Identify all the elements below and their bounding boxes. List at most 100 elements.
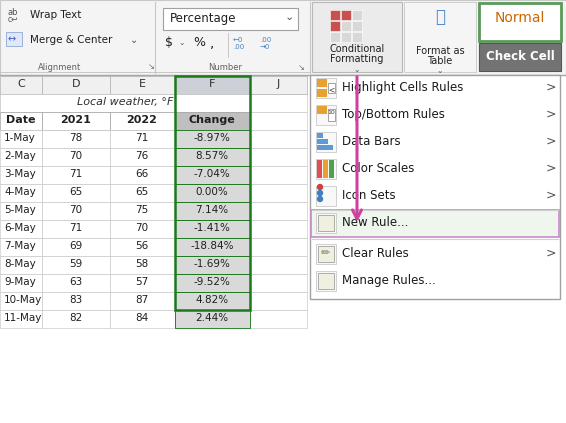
Text: Highlight Cells Rules: Highlight Cells Rules <box>342 81 464 94</box>
Bar <box>318 273 334 289</box>
Bar <box>175 274 250 292</box>
Bar <box>250 130 307 148</box>
Bar <box>110 256 175 274</box>
Text: .00
→0: .00 →0 <box>260 37 271 50</box>
Bar <box>328 83 335 93</box>
Bar <box>317 139 328 144</box>
Bar <box>352 21 362 31</box>
Bar <box>317 79 327 87</box>
Bar <box>110 310 175 328</box>
Bar <box>42 292 110 310</box>
Text: 71: 71 <box>135 133 149 143</box>
Text: ↔: ↔ <box>8 34 16 44</box>
Bar <box>316 105 336 125</box>
Bar <box>42 274 110 292</box>
Bar <box>479 3 561 41</box>
Bar <box>0 166 42 184</box>
Text: ↘: ↘ <box>298 63 305 72</box>
Text: %: % <box>193 36 205 49</box>
Bar <box>317 133 323 138</box>
Text: 8.57%: 8.57% <box>195 151 229 161</box>
Bar <box>404 2 476 72</box>
Bar <box>42 184 110 202</box>
Bar <box>0 310 42 328</box>
Bar <box>316 78 336 98</box>
Text: Wrap Text: Wrap Text <box>30 10 82 20</box>
Bar <box>311 210 559 237</box>
Bar <box>329 160 334 178</box>
Bar <box>175 310 250 328</box>
Bar <box>110 130 175 148</box>
Bar <box>0 256 42 274</box>
Bar <box>0 292 42 310</box>
Bar <box>175 202 250 220</box>
Bar <box>110 148 175 166</box>
Bar <box>341 21 351 31</box>
Text: 🖌: 🖌 <box>435 8 445 26</box>
Text: 70: 70 <box>70 151 83 161</box>
Text: >: > <box>546 108 556 121</box>
Text: 71: 71 <box>70 169 83 179</box>
Text: 70: 70 <box>70 205 83 215</box>
Bar <box>110 238 175 256</box>
Bar <box>42 76 110 94</box>
Text: 84: 84 <box>135 313 149 323</box>
Bar <box>0 238 42 256</box>
Bar <box>310 75 560 299</box>
Bar <box>250 292 307 310</box>
Text: ⌄: ⌄ <box>285 12 294 22</box>
Text: 87: 87 <box>135 295 149 305</box>
Bar <box>110 274 175 292</box>
Bar <box>352 10 362 20</box>
Text: Clear Rules: Clear Rules <box>342 247 409 260</box>
Bar <box>175 256 250 274</box>
Bar <box>316 271 336 291</box>
Text: 75: 75 <box>135 205 149 215</box>
Bar <box>352 32 362 42</box>
Text: Conditional: Conditional <box>329 44 385 54</box>
Text: C: C <box>17 79 25 89</box>
Bar <box>175 148 250 166</box>
Text: 3-May: 3-May <box>4 169 36 179</box>
Text: J: J <box>276 79 280 89</box>
Bar <box>250 202 307 220</box>
Bar <box>110 184 175 202</box>
Text: -1.69%: -1.69% <box>194 259 230 269</box>
Text: ,: , <box>210 36 215 50</box>
Text: Formatting: Formatting <box>331 54 384 64</box>
Text: F: F <box>209 79 215 89</box>
Text: Number: Number <box>208 63 242 72</box>
Text: 5-May: 5-May <box>4 205 36 215</box>
Text: 7-May: 7-May <box>4 241 36 251</box>
Text: Change: Change <box>188 115 235 125</box>
Text: 63: 63 <box>70 277 83 287</box>
Bar <box>323 160 328 178</box>
Circle shape <box>318 197 323 201</box>
Bar <box>317 89 327 97</box>
Bar <box>42 256 110 274</box>
Bar <box>316 213 336 233</box>
Text: D: D <box>72 79 80 89</box>
Text: 1-May: 1-May <box>4 133 36 143</box>
Text: Local weather, °F: Local weather, °F <box>77 97 173 107</box>
Text: Percentage: Percentage <box>170 12 237 25</box>
Text: >: > <box>546 189 556 202</box>
Bar <box>42 202 110 220</box>
Text: -8.97%: -8.97% <box>194 133 230 143</box>
Bar <box>175 76 250 94</box>
Text: 71: 71 <box>70 223 83 233</box>
Text: ✏: ✏ <box>321 248 331 258</box>
Bar <box>318 246 334 262</box>
Text: ↘: ↘ <box>148 62 155 71</box>
Text: 59: 59 <box>70 259 83 269</box>
Text: ⌄: ⌄ <box>178 38 185 47</box>
Text: 58: 58 <box>135 259 149 269</box>
Bar <box>0 220 42 238</box>
Bar <box>317 160 322 178</box>
Text: ⌄: ⌄ <box>130 35 138 45</box>
Text: Format as: Format as <box>415 46 464 56</box>
Bar <box>175 130 250 148</box>
Text: 10: 10 <box>327 110 335 115</box>
Bar <box>330 10 340 20</box>
Text: c↩: c↩ <box>8 15 19 24</box>
